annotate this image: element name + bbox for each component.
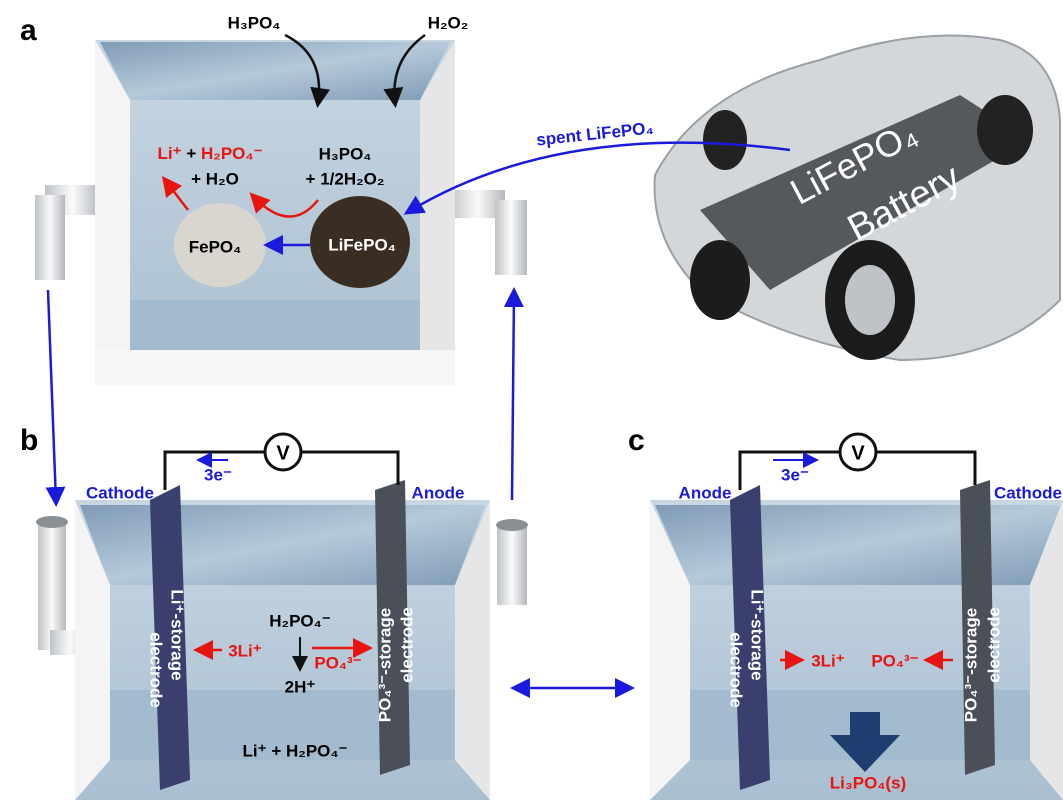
rim (845, 265, 895, 335)
tank-a (35, 40, 527, 385)
electrode-role: Cathode (86, 483, 154, 502)
ion-label: 2H⁺ (285, 677, 316, 696)
wheel (690, 240, 750, 320)
water-surface (80, 505, 485, 585)
car: LiFePO₄ Battery (655, 36, 1060, 361)
figure: LiFePO₄ Battery a H₃PO₄ H₂O₂ Li⁺ + H₂PO₄… (0, 0, 1063, 800)
electrode-label: electrode (147, 632, 166, 708)
ion-label: 3Li⁺ (811, 651, 845, 670)
particle-label: LiFePO₄ (328, 235, 396, 254)
pipe (495, 200, 527, 275)
wheel (977, 95, 1033, 165)
tank-wall (420, 40, 455, 385)
electrode-label: Li⁺-storage (748, 589, 767, 680)
electrode-label: PO₄³⁻-storage (961, 608, 980, 722)
electrode-label: PO₄³⁻-storage (375, 608, 394, 722)
panel-label: b (20, 424, 38, 457)
tank-wall (95, 40, 130, 385)
water-surface (655, 505, 1063, 585)
electrode-role: Anode (679, 483, 732, 502)
ion-label: H₂PO₄⁻ (269, 611, 330, 630)
reactant: + 1/2H₂O₂ (306, 169, 385, 188)
products: Li⁺ + H₂PO₄⁻ (158, 144, 263, 163)
panel-label: a (20, 14, 37, 47)
electrode-label: electrode (984, 607, 1003, 683)
electrode-role: Anode (412, 483, 465, 502)
reagent: H₂O₂ (428, 13, 469, 32)
tank-floor (95, 300, 455, 350)
meter-label: V (276, 442, 290, 464)
electrode-label: electrode (727, 632, 746, 708)
ion-label: PO₄³⁻ (871, 651, 918, 670)
ion-label: PO₄³⁻ (314, 653, 361, 672)
electrode-label: Li⁺-storage (168, 589, 187, 680)
product: + H₂O (191, 169, 239, 188)
electron-flow: 3e⁻ (204, 465, 232, 484)
arrow (512, 292, 514, 500)
pipe (35, 195, 65, 280)
pipe (497, 525, 527, 605)
pipe-opening (36, 516, 68, 528)
precipitate-label: Li₃PO₄(s) (830, 773, 906, 792)
ion-label: 3Li⁺ (228, 641, 262, 660)
pipe-opening (496, 519, 528, 531)
product: Li⁺ (158, 144, 182, 163)
reagent: H₃PO₄ (228, 13, 281, 32)
electrode-role: Cathode (994, 483, 1062, 502)
product: H₂PO₄⁻ (201, 144, 262, 163)
electrolyte-label: Li⁺ + H₂PO₄⁻ (243, 741, 348, 760)
panel-label: c (628, 424, 645, 457)
electron-flow: 3e⁻ (781, 465, 809, 484)
particle-label: FePO₄ (189, 237, 242, 256)
meter-label: V (851, 442, 865, 464)
wheel (703, 110, 747, 170)
arrow (48, 290, 56, 502)
plus: + (186, 144, 196, 163)
electrode-label: electrode (397, 607, 416, 683)
reactant: H₃PO₄ (319, 144, 372, 163)
tank-wall (95, 350, 455, 385)
